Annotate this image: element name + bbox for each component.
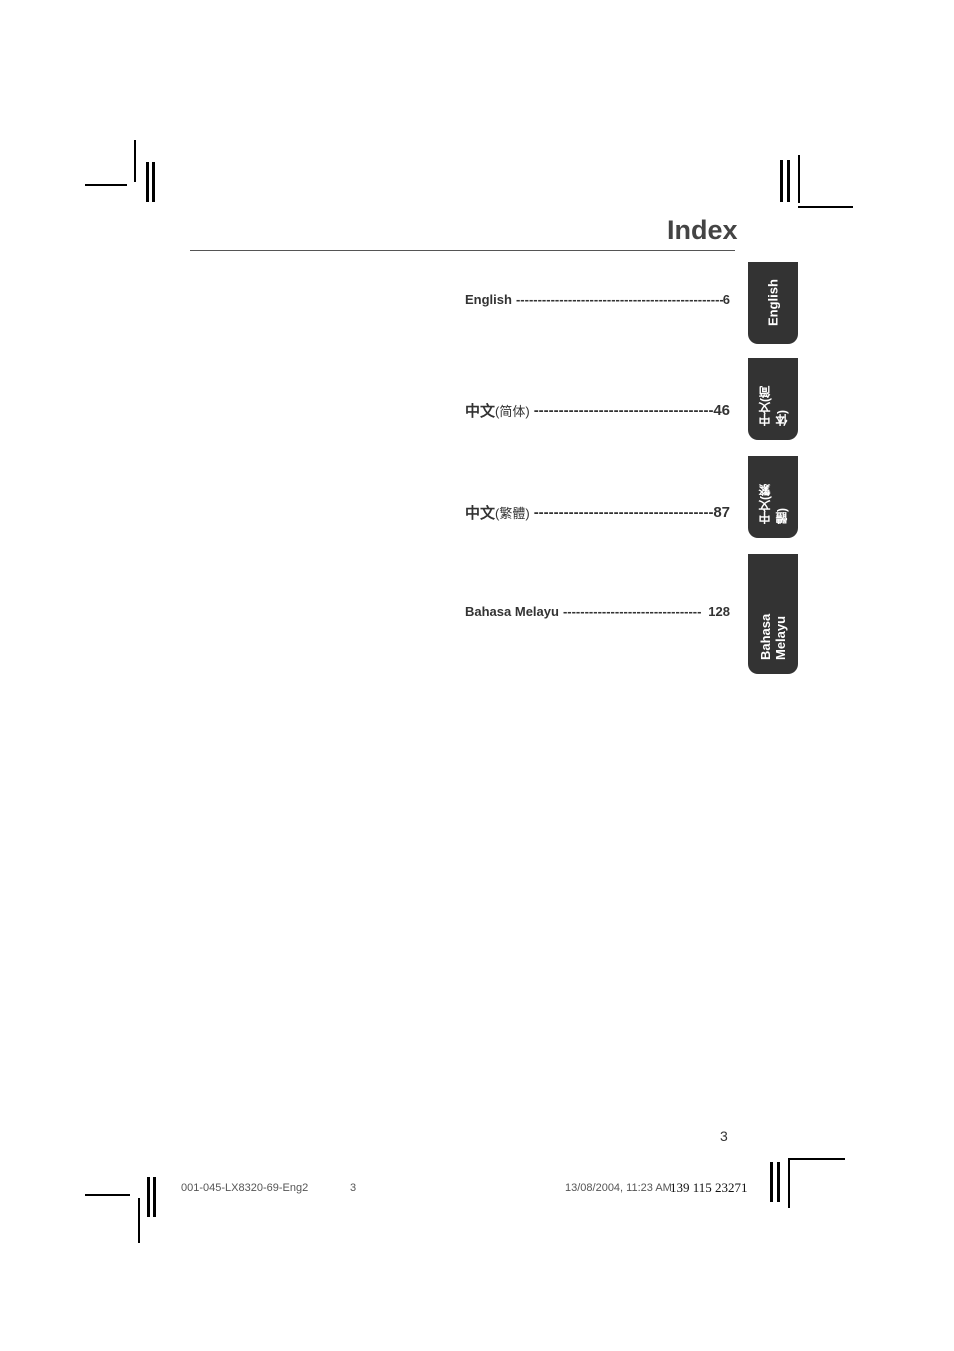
crop-mark <box>85 1194 130 1196</box>
crop-mark <box>152 162 155 202</box>
index-leader: ------------------------------------ <box>530 402 714 419</box>
crop-mark <box>790 1158 845 1160</box>
index-page: 46 <box>713 402 730 419</box>
crop-mark <box>788 1158 790 1208</box>
title-underline <box>190 250 735 251</box>
side-tab-english: English <box>748 262 798 344</box>
index-leader: ----------------------------------------… <box>512 292 723 307</box>
page-number: 3 <box>720 1128 728 1144</box>
index-label-script: (简体) <box>495 404 530 419</box>
crop-mark <box>777 1162 780 1202</box>
index-entry-english: English --------------------------------… <box>465 292 730 307</box>
side-tab-chinese-simplified: 中文(简体) <box>748 358 798 440</box>
index-label-script: (繁體) <box>495 506 530 521</box>
page-title: Index <box>667 215 738 246</box>
index-label-main: 中文 <box>465 505 495 522</box>
index-label: 中文(简体) <box>465 400 530 421</box>
index-entry-chinese-traditional: 中文(繁體) ---------------------------------… <box>465 502 730 523</box>
index-label: English <box>465 292 512 307</box>
index-leader: -------------------------------- <box>559 604 708 619</box>
crop-mark <box>798 155 800 203</box>
crop-mark <box>798 206 853 208</box>
index-page: 87 <box>713 504 730 521</box>
index-label: Bahasa Melayu <box>465 604 559 619</box>
crop-mark <box>147 1177 150 1217</box>
crop-mark <box>780 160 783 202</box>
index-entry-bahasa-melayu: Bahasa Melayu --------------------------… <box>465 604 730 619</box>
index-leader: ------------------------------------ <box>530 504 714 521</box>
index-entry-chinese-simplified: 中文(简体) ---------------------------------… <box>465 400 730 421</box>
side-tab-chinese-traditional: 中文(繁體) <box>748 456 798 538</box>
crop-mark <box>770 1162 773 1202</box>
crop-mark <box>138 1198 140 1243</box>
footer-code: 139 115 23271 <box>670 1180 748 1196</box>
crop-mark <box>153 1177 156 1217</box>
footer-page: 3 <box>350 1182 356 1194</box>
crop-mark <box>146 162 149 202</box>
index-page: 6 <box>723 292 730 307</box>
footer-filename: 001-045-LX8320-69-Eng2 <box>181 1182 308 1194</box>
footer-timestamp: 13/08/2004, 11:23 AM <box>565 1182 672 1194</box>
index-label-main: 中文 <box>465 403 495 420</box>
crop-mark <box>787 160 790 202</box>
crop-mark <box>85 184 127 186</box>
side-tab-bahasa-melayu: Bahasa Melayu <box>748 554 798 674</box>
index-label: 中文(繁體) <box>465 502 530 523</box>
index-page: 128 <box>708 604 730 619</box>
crop-mark <box>134 140 136 182</box>
